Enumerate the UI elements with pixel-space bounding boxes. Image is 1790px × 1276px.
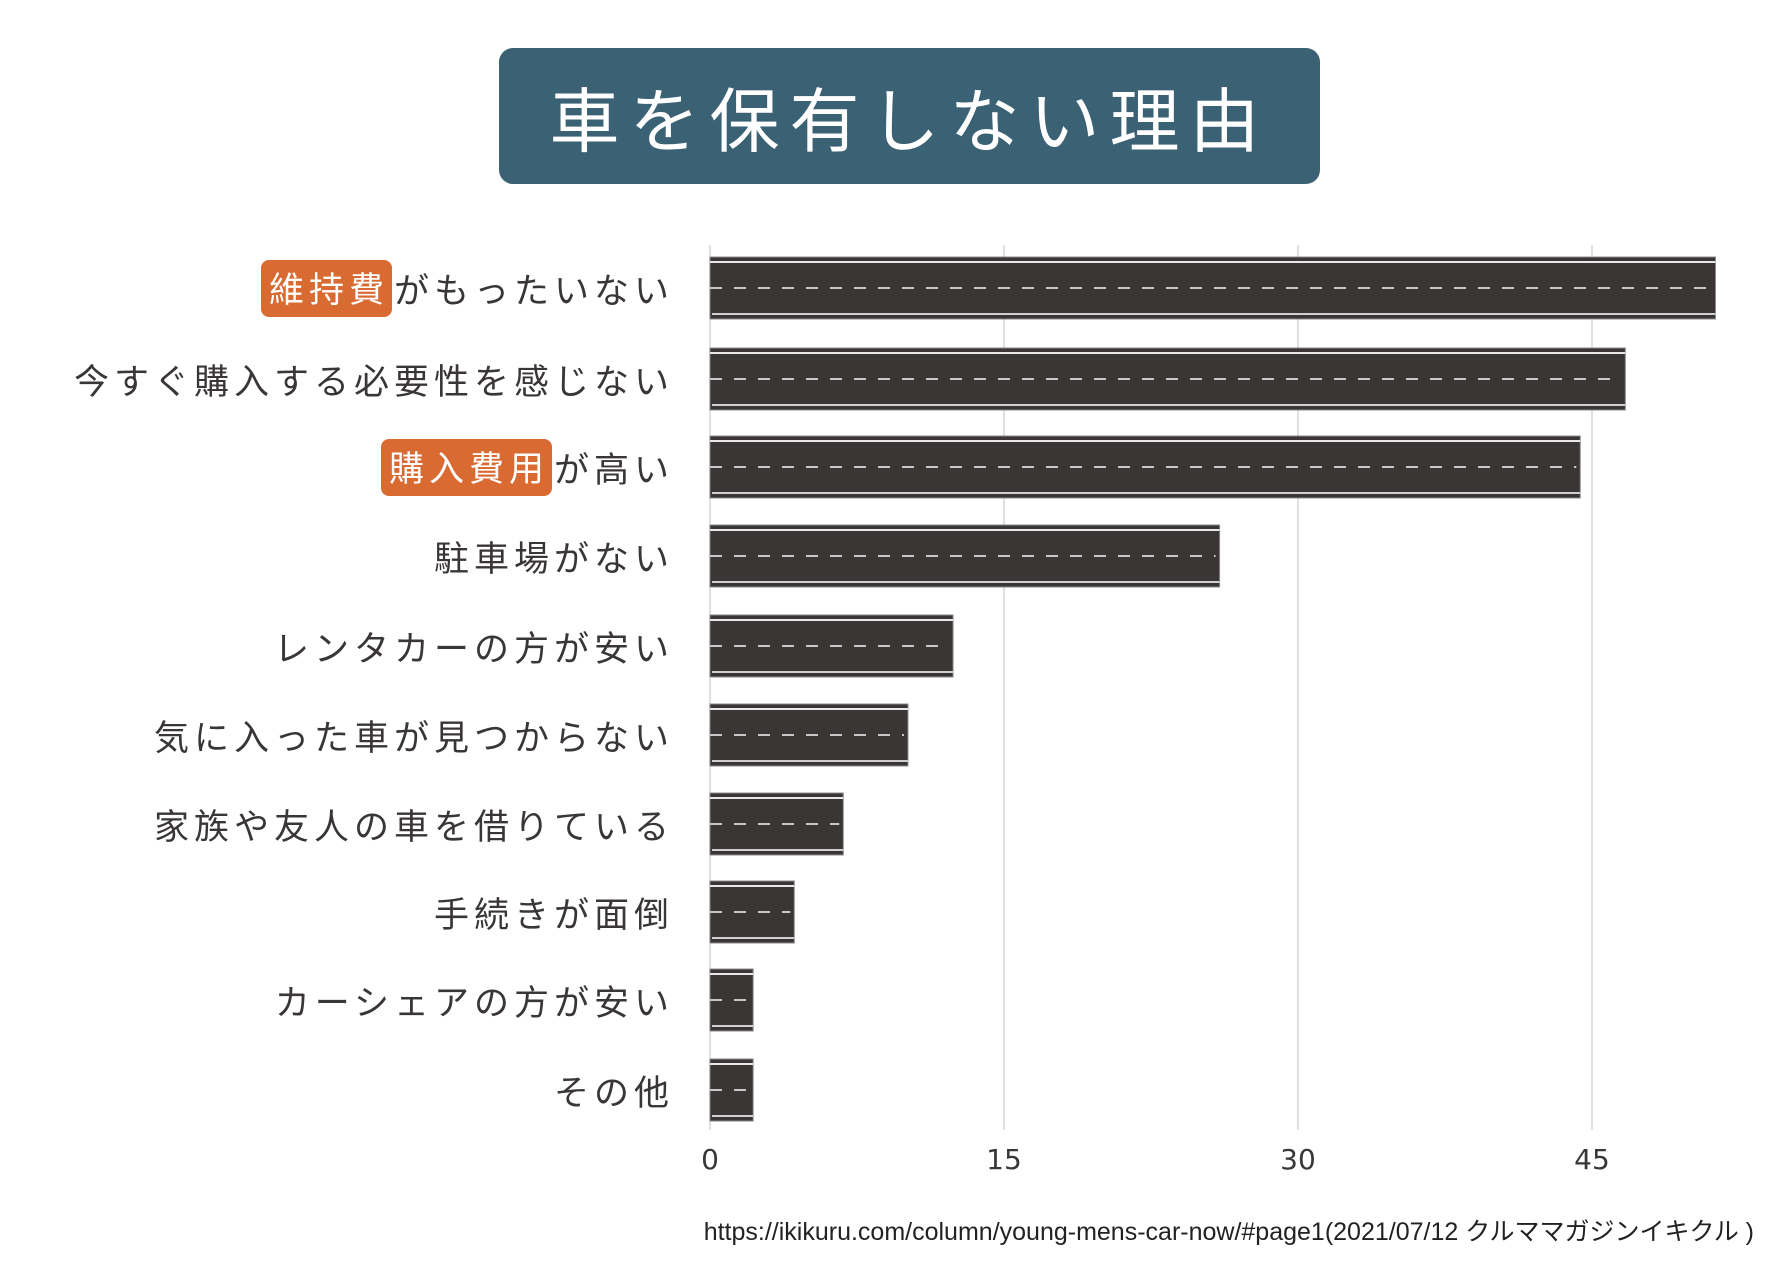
category-label: カーシェアの方が安い <box>275 970 674 1030</box>
category-label: 家族や友人の車を借りている <box>154 794 674 854</box>
category-label: 手続きが面倒 <box>434 882 674 942</box>
category-label-text: その他 <box>553 1073 674 1114</box>
bar <box>709 524 1221 588</box>
category-label: 駐車場がない <box>434 526 674 586</box>
chart-title: 車を保有しない理由 <box>549 80 1270 163</box>
x-tick-label: 0 <box>701 1143 719 1176</box>
category-label-text: が高い <box>553 450 674 491</box>
category-label: 今すぐ購入する必要性を感じない <box>74 349 674 409</box>
category-label: 気に入った車が見つからない <box>154 705 674 765</box>
bar <box>709 792 844 856</box>
category-label-text: 駐車場がない <box>433 539 674 580</box>
category-label: その他 <box>554 1060 674 1120</box>
bar <box>709 256 1716 320</box>
bar <box>709 880 795 944</box>
category-label-text: 今すぐ購入する必要性を感じない <box>73 362 674 403</box>
chart-title-box: 車を保有しない理由 <box>499 48 1320 184</box>
category-label: 維持費 がもったいない <box>260 258 674 318</box>
category-label-highlight: 購入費用 <box>380 438 552 496</box>
category-label-text: 家族や友人の車を借りている <box>153 807 674 848</box>
category-label: 購入費用 が高い <box>380 437 674 497</box>
category-label-text: 気に入った車が見つからない <box>153 718 674 759</box>
x-tick-label: 45 <box>1574 1143 1610 1176</box>
category-label-text: レンタカーの方が安い <box>273 629 674 670</box>
category-label: レンタカーの方が安い <box>274 616 674 676</box>
category-label-text: 手続きが面倒 <box>433 895 674 936</box>
x-tick-label: 15 <box>986 1143 1022 1176</box>
category-label-text: がもったいない <box>393 271 674 312</box>
category-label-highlight: 維持費 <box>260 259 392 317</box>
source-citation: https://ikikuru.com/column/young-mens-ca… <box>703 1218 1754 1246</box>
category-label-text: カーシェアの方が安い <box>274 983 674 1024</box>
x-tick-label: 30 <box>1280 1143 1316 1176</box>
